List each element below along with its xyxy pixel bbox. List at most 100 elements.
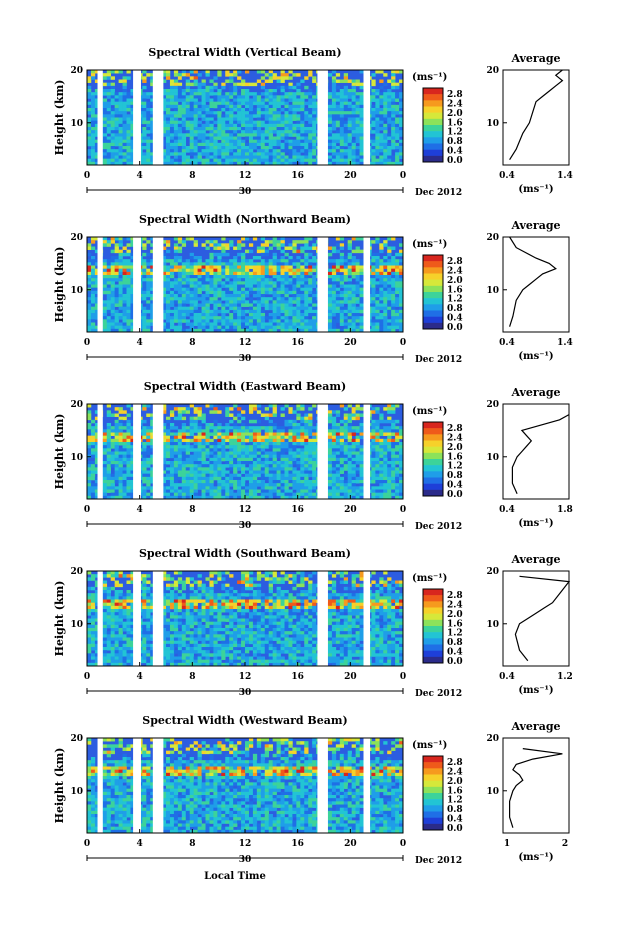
heatmap-cell	[185, 290, 190, 295]
heatmap-cell	[241, 435, 246, 440]
heatmap-cell	[276, 442, 281, 446]
heatmap-cell	[260, 76, 266, 80]
heatmap-cell	[87, 306, 92, 311]
heatmap-cell	[114, 268, 119, 273]
heatmap-cell	[379, 108, 384, 112]
heatmap-cell	[387, 313, 392, 317]
heatmap-cell	[335, 306, 341, 311]
heatmap-cell	[300, 268, 305, 273]
heatmap-cell	[122, 95, 127, 99]
heatmap-cell	[193, 309, 198, 314]
heatmap-cell	[245, 123, 250, 128]
heatmap-cell	[292, 435, 297, 440]
heatmap-cell	[90, 259, 96, 263]
heatmap-cell	[379, 322, 384, 326]
heatmap-cell	[399, 142, 404, 147]
heatmap-cell	[347, 152, 352, 156]
heatmap-cell	[256, 161, 262, 166]
colorbar-segment	[423, 310, 443, 317]
heatmap-cell	[355, 407, 360, 411]
heatmap-cell	[118, 158, 123, 163]
heatmap-cell	[110, 262, 115, 266]
heatmap-cell	[347, 155, 352, 159]
heatmap-cell	[312, 120, 317, 125]
heatmap-cell	[351, 448, 356, 452]
heatmap-cell	[343, 290, 348, 295]
heatmap-cell	[252, 120, 258, 125]
heatmap-cell	[252, 82, 258, 87]
heatmap-cell	[110, 111, 115, 115]
heatmap-cell	[391, 313, 396, 317]
heatmap-cell	[209, 98, 214, 102]
heatmap-cell	[308, 328, 313, 333]
heatmap-cell	[351, 413, 356, 417]
heatmap-cell	[150, 432, 155, 436]
heatmap-cell	[260, 319, 266, 323]
heatmap-cell	[213, 259, 218, 263]
heatmap-cell	[276, 246, 281, 250]
heatmap-cell	[387, 252, 392, 257]
heatmap-cell	[217, 252, 222, 257]
heatmap-cell	[146, 240, 151, 244]
heatmap-cell	[276, 278, 281, 282]
heatmap-cell	[126, 142, 131, 147]
heatmap-cell	[256, 265, 262, 269]
heatmap-cell	[114, 297, 119, 301]
heatmap-cell	[260, 146, 266, 150]
heatmap-cell	[308, 265, 313, 269]
heatmap-cell	[256, 328, 262, 333]
heatmap-cell	[94, 448, 100, 452]
heatmap-cell	[102, 120, 108, 125]
heatmap-cell	[379, 117, 384, 121]
heatmap-cell	[296, 309, 301, 314]
heatmap-cell	[150, 76, 155, 80]
heatmap-cell	[272, 322, 277, 326]
heatmap-cell	[221, 316, 226, 320]
heatmap-cell	[304, 328, 309, 333]
heatmap-cell	[256, 249, 262, 254]
heatmap-cell	[379, 246, 384, 250]
heatmap-cell	[229, 161, 234, 166]
heatmap-cell	[339, 297, 345, 301]
heatmap-cell	[122, 158, 127, 163]
heatmap-cell	[225, 445, 230, 449]
heatmap-cell	[185, 268, 190, 273]
heatmap-cell	[225, 275, 230, 279]
heatmap-cell	[181, 155, 187, 159]
heatmap-cell	[300, 290, 305, 295]
heatmap-cell	[193, 278, 198, 282]
heatmap-cell	[213, 101, 218, 106]
heatmap-cell	[102, 240, 108, 244]
heatmap-cell	[260, 161, 266, 166]
heatmap-cell	[185, 123, 190, 128]
heatmap-cell	[150, 419, 155, 424]
heatmap-cell	[118, 294, 123, 298]
heatmap-cell	[114, 262, 119, 266]
heatmap-cell	[359, 432, 364, 436]
heatmap-cell	[288, 435, 293, 440]
heatmap-cell	[359, 275, 364, 279]
heatmap-cell	[87, 108, 92, 112]
heatmap-cell	[391, 101, 396, 106]
heatmap-cell	[217, 108, 222, 112]
heatmap-cell	[391, 111, 396, 115]
heatmap-cell	[87, 142, 92, 147]
heatmap-cell	[193, 117, 198, 121]
heatmap-cell	[225, 123, 230, 128]
heatmap-cell	[331, 297, 337, 301]
heatmap-cell	[87, 284, 92, 288]
heatmap-cell	[312, 309, 317, 314]
heatmap-cell	[106, 435, 111, 440]
heatmap-cell	[90, 319, 96, 323]
heatmap-cell	[106, 76, 111, 80]
heatmap-cell	[260, 114, 266, 118]
heatmap-cell	[185, 287, 190, 292]
heatmap-cell	[379, 155, 384, 159]
heatmap-cell	[130, 445, 135, 449]
heatmap-cell	[217, 95, 222, 99]
heatmap-cell	[347, 413, 352, 417]
heatmap-cell	[272, 101, 277, 106]
heatmap-cell	[229, 136, 234, 140]
heatmap-cell	[300, 249, 305, 254]
heatmap-cell	[252, 158, 258, 163]
